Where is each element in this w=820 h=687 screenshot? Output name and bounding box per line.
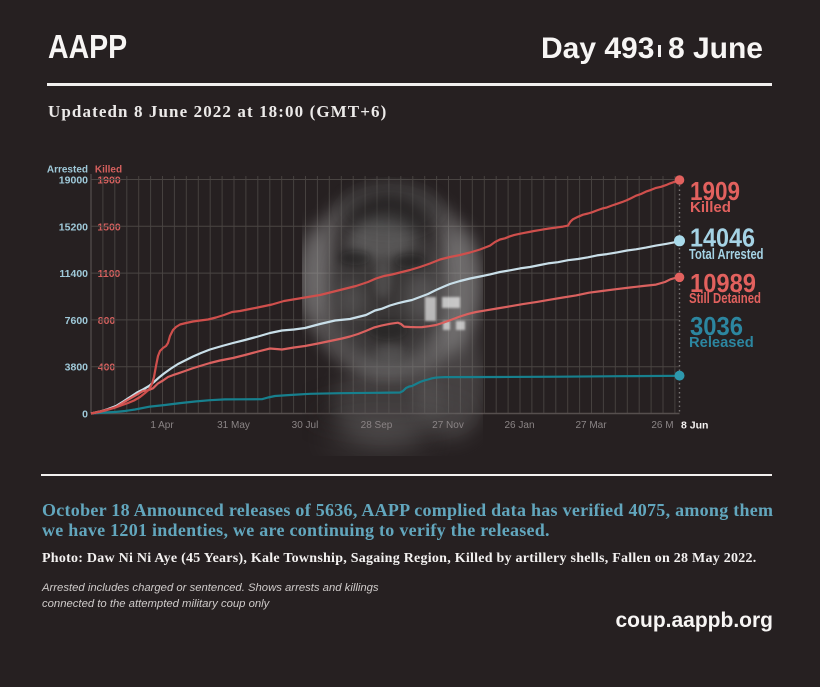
svg-text:800: 800 <box>98 315 116 327</box>
svg-text:8 Jun: 8 Jun <box>681 420 708 432</box>
svg-text:400: 400 <box>98 362 116 374</box>
svg-text:0: 0 <box>82 408 88 420</box>
svg-text:27 Mar: 27 Mar <box>575 420 607 431</box>
svg-text:3800: 3800 <box>65 362 89 374</box>
svg-text:1500: 1500 <box>97 221 121 233</box>
svg-text:1 Apr: 1 Apr <box>150 420 174 431</box>
svg-text:10989: 10989 <box>690 268 756 298</box>
svg-text:1100: 1100 <box>98 268 121 280</box>
svg-text:28 Sep: 28 Sep <box>361 420 393 431</box>
svg-text:11400: 11400 <box>59 268 88 280</box>
svg-text:26 Jan: 26 Jan <box>504 420 534 431</box>
svg-text:7600: 7600 <box>65 315 89 327</box>
svg-text:26 M: 26 M <box>651 420 673 431</box>
svg-text:15200: 15200 <box>59 221 88 233</box>
svg-text:Total Arrested: Total Arrested <box>689 247 764 263</box>
svg-text:3036: 3036 <box>690 311 743 341</box>
svg-text:30 Jul: 30 Jul <box>292 420 319 431</box>
svg-text:27 Nov: 27 Nov <box>432 420 464 431</box>
svg-text:Still Detained: Still Detained <box>689 291 761 307</box>
svg-text:19000: 19000 <box>59 175 88 187</box>
svg-text:Arrested: Arrested <box>47 165 88 176</box>
svg-text:Released: Released <box>689 335 754 351</box>
svg-text:Killed: Killed <box>690 200 731 216</box>
svg-text:1900: 1900 <box>97 175 121 187</box>
svg-text:1909: 1909 <box>690 176 740 206</box>
svg-text:14046: 14046 <box>690 223 755 253</box>
svg-text:31 May: 31 May <box>217 420 250 431</box>
svg-text:Killed: Killed <box>95 165 122 176</box>
